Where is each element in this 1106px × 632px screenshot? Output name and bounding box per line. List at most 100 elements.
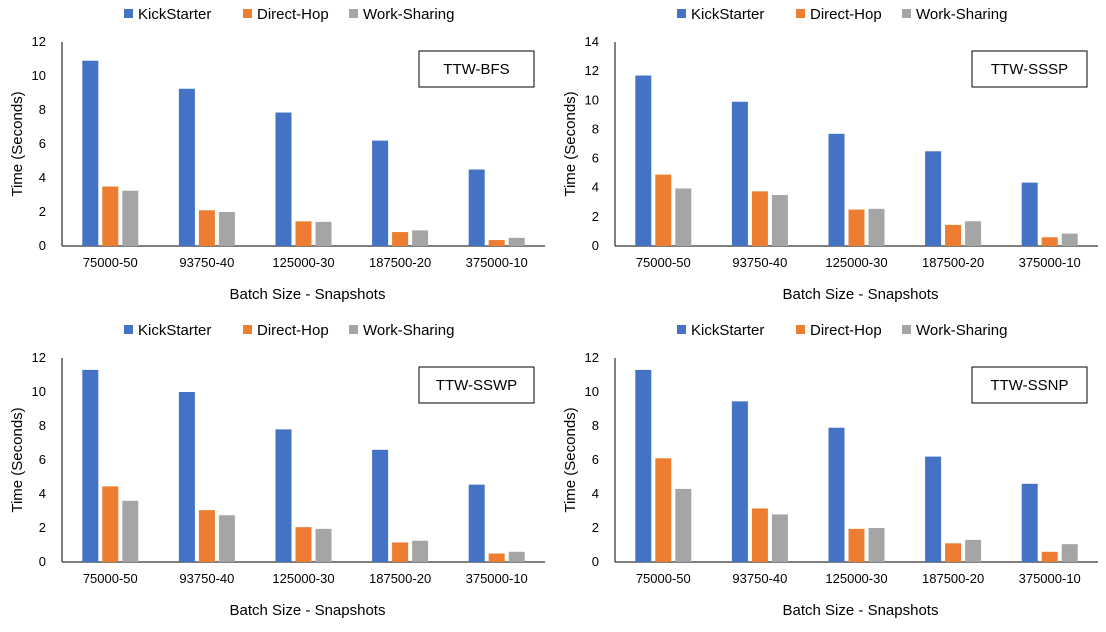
bar-direct-hop-93750-40 — [751, 191, 768, 246]
bar-direct-hop-75000-50 — [655, 458, 672, 562]
bar-kickstarter-75000-50 — [82, 369, 99, 562]
bar-direct-hop-93750-40 — [198, 210, 215, 246]
bar-work-sharing-75000-50 — [122, 190, 139, 246]
bar-kickstarter-75000-50 — [635, 369, 652, 562]
y-tick-label: 0 — [39, 554, 46, 569]
bar-kickstarter-93750-40 — [731, 401, 748, 562]
y-tick-label: 8 — [592, 418, 599, 433]
bar-work-sharing-375000-10 — [508, 551, 525, 562]
x-tick-label: 93750-40 — [732, 571, 787, 586]
legend-label-work-sharing: Work-Sharing — [916, 6, 1007, 23]
y-tick-label: 6 — [592, 151, 599, 166]
bar-work-sharing-75000-50 — [675, 188, 692, 246]
legend-label-kickstarter: KickStarter — [138, 6, 211, 23]
bar-kickstarter-375000-10 — [468, 484, 485, 562]
bar-kickstarter-187500-20 — [372, 449, 389, 562]
panel-label: TTW-SSNP — [990, 377, 1068, 394]
legend-swatch-direct-hop — [796, 9, 805, 18]
y-axis-title: Time (Seconds) — [9, 91, 26, 196]
y-tick-label: 10 — [32, 68, 46, 83]
panel-label-box — [418, 366, 535, 404]
bar-direct-hop-93750-40 — [198, 510, 215, 562]
x-tick-label: 187500-20 — [369, 255, 431, 270]
x-tick-label: 93750-40 — [179, 255, 234, 270]
bar-work-sharing-125000-30 — [315, 221, 332, 246]
y-tick-label: 4 — [39, 170, 46, 185]
bar-direct-hop-375000-10 — [488, 240, 505, 246]
legend-label-kickstarter: KickStarter — [691, 322, 764, 339]
x-tick-label: 75000-50 — [83, 571, 138, 586]
x-tick-label: 125000-30 — [825, 255, 887, 270]
bar-work-sharing-93750-40 — [771, 195, 788, 246]
x-tick-label: 187500-20 — [369, 571, 431, 586]
y-tick-label: 8 — [39, 418, 46, 433]
bar-direct-hop-125000-30 — [295, 527, 312, 562]
x-tick-label: 93750-40 — [732, 255, 787, 270]
bar-work-sharing-375000-10 — [1061, 544, 1078, 562]
panel-label: TTW-SSSP — [991, 61, 1068, 78]
bar-work-sharing-375000-10 — [1061, 233, 1078, 246]
y-tick-label: 2 — [39, 204, 46, 219]
y-tick-label: 12 — [585, 350, 599, 365]
x-tick-label: 375000-10 — [1019, 255, 1081, 270]
legend-swatch-kickstarter — [677, 9, 686, 18]
bar-direct-hop-125000-30 — [848, 528, 865, 562]
y-tick-label: 8 — [592, 121, 599, 136]
y-tick-label: 0 — [592, 238, 599, 253]
bar-kickstarter-125000-30 — [275, 429, 292, 562]
legend-label-direct-hop: Direct-Hop — [810, 6, 882, 23]
y-tick-label: 6 — [39, 136, 46, 151]
y-tick-label: 10 — [32, 384, 46, 399]
bar-kickstarter-125000-30 — [275, 112, 292, 246]
bar-work-sharing-375000-10 — [508, 237, 525, 246]
legend-label-work-sharing: Work-Sharing — [916, 322, 1007, 339]
y-tick-label: 14 — [585, 34, 599, 49]
x-tick-label: 75000-50 — [83, 255, 138, 270]
bar-work-sharing-75000-50 — [675, 488, 692, 562]
bar-direct-hop-187500-20 — [392, 232, 409, 246]
bar-kickstarter-93750-40 — [178, 392, 195, 562]
legend-label-kickstarter: KickStarter — [691, 6, 764, 23]
chart-ttw-sswp: KickStarter Direct-Hop Work-Sharing 0 2 4 6 8 10… — [9, 322, 545, 619]
x-axis-title: Batch Size - Snapshots — [230, 286, 386, 303]
y-tick-label: 0 — [39, 238, 46, 253]
y-tick-label: 6 — [592, 452, 599, 467]
x-tick-label: 375000-10 — [466, 255, 528, 270]
bar-direct-hop-375000-10 — [1041, 237, 1058, 246]
bar-kickstarter-375000-10 — [468, 169, 485, 246]
bar-kickstarter-187500-20 — [372, 140, 389, 246]
y-tick-label: 12 — [585, 63, 599, 78]
legend-swatch-direct-hop — [243, 325, 252, 334]
y-tick-label: 2 — [592, 520, 599, 535]
panel-label-box — [971, 50, 1088, 88]
bar-work-sharing-187500-20 — [412, 230, 429, 246]
x-tick-label: 93750-40 — [179, 571, 234, 586]
bar-kickstarter-187500-20 — [925, 151, 942, 246]
bar-kickstarter-75000-50 — [82, 60, 99, 247]
y-tick-label: 12 — [32, 34, 46, 49]
legend-label-direct-hop: Direct-Hop — [810, 322, 882, 339]
x-tick-label: 125000-30 — [272, 571, 334, 586]
legend-swatch-work-sharing — [902, 9, 911, 18]
legend-swatch-kickstarter — [124, 9, 133, 18]
bar-work-sharing-125000-30 — [868, 528, 885, 562]
y-tick-label: 4 — [592, 486, 599, 501]
bar-work-sharing-93750-40 — [771, 514, 788, 562]
bar-direct-hop-187500-20 — [392, 542, 409, 562]
chart-ttw-bfs: KickStarter Direct-Hop Work-Sharing 0 2 4 6 8 10… — [9, 6, 545, 303]
x-tick-label: 187500-20 — [922, 255, 984, 270]
bar-direct-hop-187500-20 — [945, 224, 962, 246]
y-tick-label: 10 — [585, 384, 599, 399]
bar-kickstarter-375000-10 — [1021, 483, 1038, 562]
x-axis-title: Batch Size - Snapshots — [783, 286, 939, 303]
y-tick-label: 4 — [592, 180, 599, 195]
panel-label-box — [418, 50, 535, 88]
bar-work-sharing-187500-20 — [412, 540, 429, 562]
bar-work-sharing-93750-40 — [218, 212, 235, 246]
bar-kickstarter-93750-40 — [731, 101, 748, 246]
legend-swatch-direct-hop — [243, 9, 252, 18]
y-tick-label: 0 — [592, 554, 599, 569]
panel-label-box — [971, 366, 1088, 404]
bar-kickstarter-125000-30 — [828, 427, 845, 562]
